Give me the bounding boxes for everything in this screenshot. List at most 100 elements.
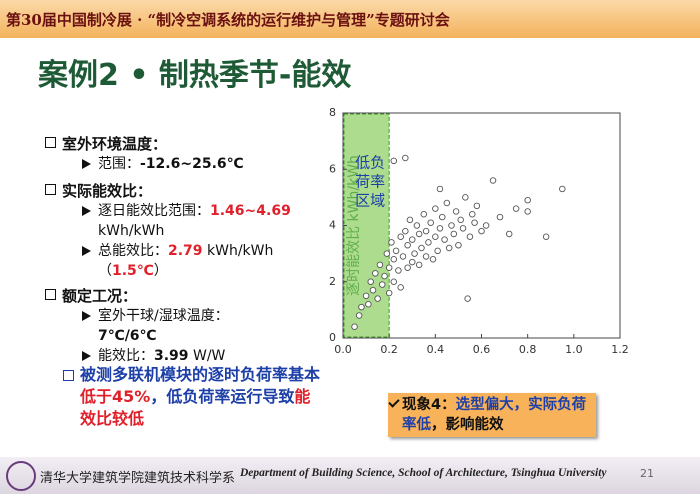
point xyxy=(425,239,432,246)
x-tick-label: 1.0 xyxy=(565,343,583,356)
point xyxy=(358,303,365,311)
footer-right: Department of Building Science, School o… xyxy=(240,467,607,479)
text: ，低负荷率运行导致 xyxy=(150,387,295,406)
header-bar: 第30届中国制冷展 · “制冷空调系统的运行维护与管理”专题研讨会 xyxy=(0,0,700,38)
text: 总能效比： xyxy=(98,243,168,259)
value: 3.99 xyxy=(154,348,189,364)
point xyxy=(422,253,430,260)
point xyxy=(482,222,490,229)
point xyxy=(473,202,481,210)
point xyxy=(372,270,379,277)
y-tick-label: 2 xyxy=(329,275,336,288)
point xyxy=(404,264,411,271)
highlight: 能效比较低 xyxy=(80,387,311,428)
logo xyxy=(6,461,36,491)
unit: W/W xyxy=(188,348,226,364)
point xyxy=(381,272,388,280)
point xyxy=(362,292,370,300)
value: -12.6~25.6℃ xyxy=(140,156,244,172)
point xyxy=(408,258,416,266)
point xyxy=(406,216,414,224)
header-title: 第30届中国制冷展 · “制冷空调系统的运行维护与管理”专题研讨会 xyxy=(6,11,450,29)
point xyxy=(505,230,513,238)
point xyxy=(429,255,437,263)
point xyxy=(402,227,409,235)
value: 2.79 xyxy=(168,243,203,259)
point xyxy=(367,278,374,285)
point xyxy=(355,312,363,319)
slide-title: 案例2 • 制热季节-能效 xyxy=(38,58,352,93)
low-load-region xyxy=(343,113,390,338)
text: 现象4： xyxy=(402,397,456,413)
bullet: 额定工况： xyxy=(44,287,138,305)
y-tick-label: 4 xyxy=(329,219,336,232)
point xyxy=(471,219,478,226)
point xyxy=(452,208,460,215)
y-tick-label: 0 xyxy=(329,331,336,344)
point xyxy=(489,177,497,184)
value: 7℃/6℃ xyxy=(98,328,157,344)
callout: 现象4：选型偏大，实际负荷率低，影响能效 xyxy=(388,393,596,437)
point xyxy=(418,244,425,252)
point xyxy=(411,250,418,257)
point xyxy=(441,236,448,243)
point xyxy=(404,241,411,249)
point xyxy=(559,185,566,193)
point xyxy=(432,233,439,240)
point xyxy=(427,219,434,226)
y-axis-label: 逐时能效比 kWh/kWh xyxy=(346,155,362,296)
point xyxy=(374,295,381,302)
footer-left: 清华大学建筑学院建筑技术科学系 xyxy=(40,471,236,486)
point xyxy=(390,278,398,285)
bullet: 实际能效比： xyxy=(44,182,153,200)
text: ） xyxy=(153,263,168,279)
x-tick-label: 0.8 xyxy=(519,343,537,356)
unit: kWh/kWh xyxy=(98,223,165,239)
point xyxy=(436,225,444,232)
point xyxy=(478,227,485,235)
point xyxy=(390,255,398,263)
point xyxy=(390,157,398,165)
point xyxy=(395,267,402,274)
point xyxy=(443,199,451,207)
highlight: 选型偏大，实际负荷率低 xyxy=(402,397,587,433)
x-tick-label: 0.4 xyxy=(427,343,445,356)
point xyxy=(434,247,441,255)
point xyxy=(388,239,395,246)
region-annotation: 低负 xyxy=(355,154,385,172)
point xyxy=(351,323,358,330)
point xyxy=(408,236,416,243)
unit: kWh/kWh（ xyxy=(98,243,274,279)
text: 范围： xyxy=(98,156,140,172)
point xyxy=(464,295,471,302)
point xyxy=(455,241,462,249)
point xyxy=(365,300,372,308)
sub-bullet: 范围：-12.6~25.6℃ xyxy=(82,154,298,174)
highlight: 低于45% xyxy=(80,387,151,406)
point xyxy=(369,286,377,294)
point xyxy=(402,154,409,162)
value: 1.5℃ xyxy=(112,263,154,279)
point xyxy=(376,261,384,269)
sub-bullet: 室外干球/湿球温度： 7℃/6℃ xyxy=(82,306,248,346)
x-tick-label: 1.2 xyxy=(611,343,629,356)
point xyxy=(415,230,423,238)
point xyxy=(383,250,391,257)
point xyxy=(385,264,393,271)
point xyxy=(459,225,467,232)
sub-bullet: 总能效比：2.79 kWh/kWh（1.5℃） xyxy=(82,241,298,281)
point xyxy=(542,233,550,240)
y-tick-label: 6 xyxy=(329,162,336,175)
text: 能效比： xyxy=(98,348,154,364)
point xyxy=(496,213,504,221)
point xyxy=(445,244,453,252)
point xyxy=(397,233,404,240)
point xyxy=(466,233,474,240)
region-annotation: 区域 xyxy=(355,192,385,210)
bullet: 室外环境温度： xyxy=(44,135,168,153)
point xyxy=(439,213,446,221)
x-tick-label: 0.0 xyxy=(334,343,352,356)
point xyxy=(397,284,404,291)
x-tick-label: 0.6 xyxy=(473,343,491,356)
